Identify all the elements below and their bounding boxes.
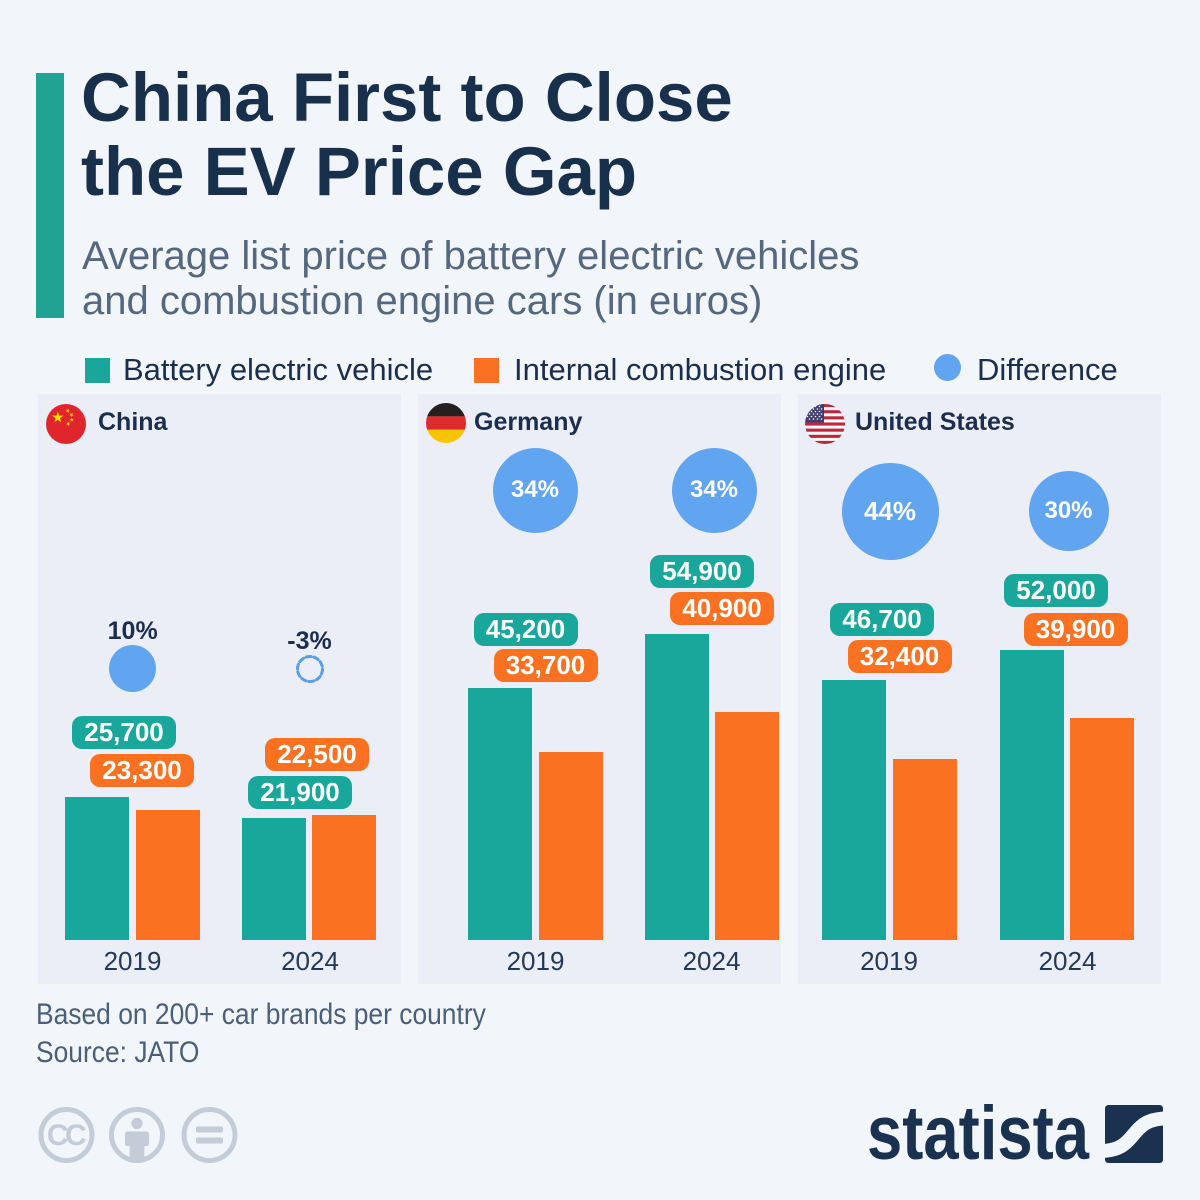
svg-text:CC: CC xyxy=(47,1119,86,1152)
svg-text:statista: statista xyxy=(867,1091,1090,1170)
